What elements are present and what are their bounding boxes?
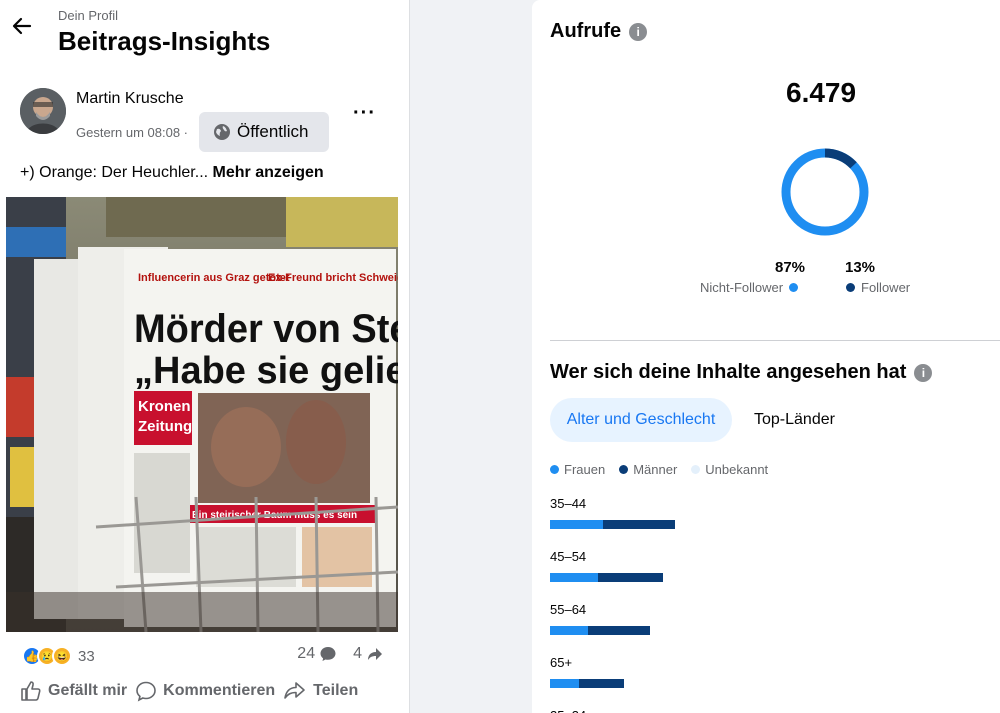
follower-legend: Follower — [846, 280, 910, 295]
men-dot — [619, 465, 629, 474]
audience-section-title: Wer sich deine Inhalte angesehen hat i — [550, 361, 933, 384]
like-button[interactable]: Gefällt mir — [20, 680, 127, 702]
photo-headline-2: „Habe sie geliebt“ — [134, 350, 398, 392]
men-bar-segment — [603, 520, 675, 529]
comment-label: Kommentieren — [163, 682, 276, 699]
page-title: Beitrags-Insights — [58, 26, 271, 56]
unknown-dot — [691, 465, 701, 474]
legend-unknown: Unbekannt — [691, 462, 768, 477]
age-group-bar[interactable] — [550, 626, 650, 635]
donut-follower-arc — [781, 148, 869, 236]
legend-unknown-label: Unbekannt — [705, 462, 769, 477]
post-photo[interactable]: Influencerin aus Graz getötet Ex-Freund … — [6, 197, 398, 632]
avatar[interactable] — [20, 88, 66, 134]
photo-masthead-2: Zeitung — [138, 418, 192, 435]
age-group-label: 45–54 — [550, 549, 587, 564]
breadcrumb[interactable]: Dein Profil — [58, 8, 118, 23]
back-arrow-icon[interactable] — [10, 14, 36, 40]
men-bar-segment — [598, 573, 663, 582]
comment-count[interactable]: 24 — [297, 645, 316, 662]
non-follower-label: Nicht-Follower — [700, 280, 784, 295]
audience-label: Öffentlich — [237, 122, 309, 141]
views-section-title: Aufrufe i — [550, 20, 648, 43]
women-bar-segment — [550, 520, 603, 529]
share-icon — [284, 682, 305, 699]
haha-reaction-icon: 😆 — [52, 646, 72, 666]
follower-dot — [846, 283, 855, 292]
age-group-label: 55–64 — [550, 602, 587, 617]
comment-bubble-icon — [320, 647, 336, 661]
age-group-bar[interactable] — [550, 520, 675, 529]
views-title: Aufrufe — [550, 20, 622, 42]
photo-headline-1: Mörder von Stefi: — [134, 307, 398, 351]
audience-button[interactable]: Öffentlich — [199, 112, 329, 152]
age-group-bar[interactable] — [550, 573, 663, 582]
thumbs-up-icon — [21, 681, 41, 701]
legend-men-label: Männer — [633, 462, 678, 477]
photo-kicker-2: Ex-Freund bricht Schweigen — [268, 272, 398, 284]
photo-masthead-1: Kronen — [138, 398, 191, 415]
info-icon[interactable]: i — [629, 22, 648, 41]
more-options-icon[interactable]: ··· — [353, 102, 376, 124]
follower-label: Follower — [861, 280, 911, 295]
legend-men: Männer — [619, 462, 677, 477]
share-arrow-icon — [368, 648, 382, 660]
non-follower-legend: Nicht-Follower — [700, 280, 799, 295]
share-count[interactable]: 4 — [353, 645, 362, 662]
comment-button[interactable]: Kommentieren — [135, 680, 275, 702]
non-follower-dot — [789, 283, 799, 292]
women-bar-segment — [550, 573, 598, 582]
men-bar-segment — [588, 626, 650, 635]
post-card: Martin Krusche Gestern um 08:08 · Öffent… — [6, 82, 398, 713]
legend-women-label: Frauen — [564, 462, 606, 477]
tab-top-countries[interactable]: Top-Länder — [754, 411, 835, 428]
post-time[interactable]: Gestern um 08:08 · — [76, 125, 188, 140]
age-group-label: 65+ — [550, 655, 573, 670]
post-panel: Dein Profil Beitrags-Insights Martin Kru… — [0, 0, 410, 713]
age-group-label: 35–44 — [550, 496, 587, 511]
engagement-counts: 24 4 — [297, 645, 384, 663]
post-caption: +) Orange: Der Heuchler... Mehr anzeigen — [20, 164, 324, 182]
reaction-count: 33 — [78, 647, 95, 665]
women-bar-segment — [550, 626, 588, 635]
insights-panel: Aufrufe i 6.479 87% 13% Nicht-Follower F… — [532, 0, 1000, 713]
tab-age-gender[interactable]: Alter und Geschlecht — [550, 398, 732, 442]
globe-icon — [214, 124, 230, 140]
age-group-bar[interactable] — [550, 679, 624, 688]
men-bar-segment — [579, 679, 624, 688]
comment-icon — [136, 681, 156, 702]
caption-text: +) Orange: Der Heuchler... — [20, 164, 209, 181]
like-label: Gefällt mir — [48, 682, 128, 699]
author-name[interactable]: Martin Krusche — [76, 90, 184, 107]
share-button[interactable]: Teilen — [283, 680, 358, 702]
women-dot — [550, 465, 559, 474]
views-donut-chart — [781, 148, 869, 236]
age-group-label: 25–34 — [550, 708, 586, 713]
post-actions: Gefällt mir Kommentieren Teilen — [20, 680, 358, 702]
show-more-link[interactable]: Mehr anzeigen — [212, 164, 324, 181]
legend-women: Frauen — [550, 462, 605, 477]
audience-title: Wer sich deine Inhalte angesehen hat — [550, 361, 907, 383]
women-bar-segment — [550, 679, 579, 688]
follower-percent: 13% — [845, 259, 876, 276]
non-follower-percent: 87% — [775, 259, 806, 276]
gender-legend: Frauen Männer Unbekannt — [550, 462, 768, 477]
share-label: Teilen — [313, 682, 359, 699]
photo-kicker-1: Influencerin aus Graz getötet — [138, 272, 290, 284]
info-icon[interactable]: i — [914, 363, 933, 382]
section-divider — [550, 340, 1000, 341]
reaction-summary[interactable]: 👍 😢 😆 33 — [22, 645, 95, 667]
views-total: 6.479 — [786, 77, 857, 108]
